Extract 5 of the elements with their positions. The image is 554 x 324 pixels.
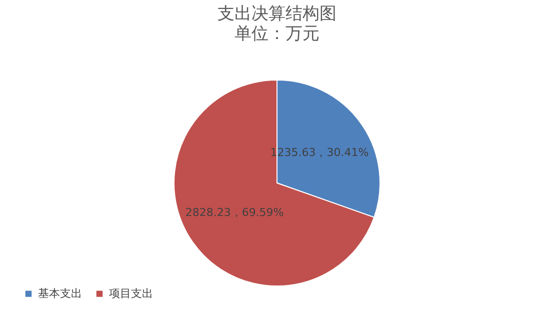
data-label: 2828.23，69.59%: [185, 206, 284, 220]
chart-title: 支出决算结构图: [218, 4, 336, 24]
legend-label: 项目支出: [109, 286, 153, 300]
legend-label: 基本支出: [38, 286, 82, 300]
chart-subtitle: 单位：万元: [234, 24, 320, 44]
